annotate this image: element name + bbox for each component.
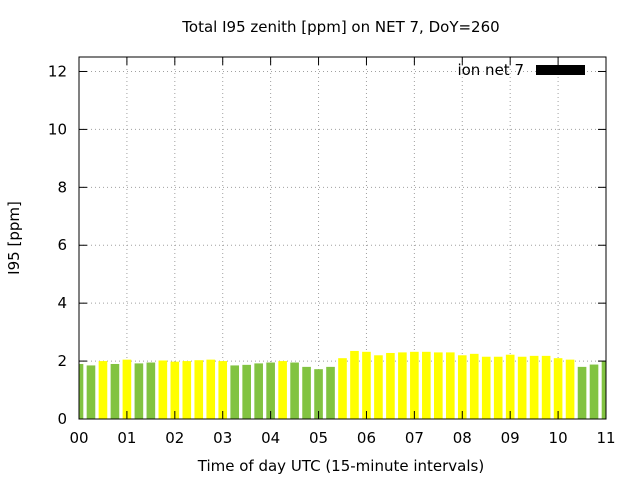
plot-frame bbox=[78, 56, 607, 420]
bar bbox=[589, 364, 599, 419]
bar bbox=[481, 356, 491, 419]
y-tick-label: 10 bbox=[48, 120, 67, 138]
bar bbox=[565, 359, 575, 419]
bar bbox=[553, 358, 563, 419]
bar bbox=[469, 353, 479, 419]
x-tick-label: 04 bbox=[261, 429, 280, 447]
y-tick-label: 2 bbox=[57, 352, 67, 370]
bar bbox=[86, 365, 96, 419]
y-tick-label: 4 bbox=[57, 294, 67, 312]
bar bbox=[158, 360, 168, 419]
bar bbox=[517, 356, 527, 419]
bar bbox=[493, 356, 503, 419]
bar bbox=[338, 358, 347, 419]
bar bbox=[362, 351, 371, 419]
x-axis-label: Time of day UTC (15-minute intervals) bbox=[197, 457, 484, 475]
bar bbox=[422, 351, 431, 419]
bar bbox=[122, 359, 132, 419]
y-tick-label: 0 bbox=[57, 410, 67, 428]
y-axis-label: I95 [ppm] bbox=[5, 201, 23, 275]
bar bbox=[302, 366, 311, 419]
x-tick-label: 07 bbox=[405, 429, 424, 447]
x-tick-label: 11 bbox=[596, 429, 615, 447]
bar bbox=[445, 352, 455, 419]
bar bbox=[79, 363, 84, 419]
bar bbox=[326, 366, 335, 419]
bar bbox=[541, 355, 551, 419]
bar bbox=[230, 365, 240, 419]
bar bbox=[577, 366, 587, 419]
bar bbox=[134, 363, 144, 419]
bar bbox=[110, 363, 120, 419]
bars bbox=[79, 350, 606, 419]
x-tick-labels: 00 01 02 03 04 05 06 07 08 09 10 11 bbox=[69, 429, 615, 447]
x-tick-label: 10 bbox=[549, 429, 568, 447]
x-tick-label: 02 bbox=[165, 429, 184, 447]
y-tick-label: 6 bbox=[57, 236, 67, 254]
bar bbox=[170, 361, 180, 419]
x-tick-label: 03 bbox=[213, 429, 232, 447]
y-tick-label: 12 bbox=[48, 62, 67, 80]
bar bbox=[278, 361, 287, 419]
bar bbox=[386, 352, 395, 419]
bar bbox=[182, 361, 192, 419]
bar bbox=[206, 359, 216, 419]
y-tick-labels: 0 2 4 6 8 10 12 bbox=[48, 62, 67, 428]
bar bbox=[398, 352, 407, 419]
axis-ticks bbox=[78, 57, 607, 420]
chart-title: Total I95 zenith [ppm] on NET 7, DoY=260 bbox=[181, 18, 499, 36]
x-tick-label: 06 bbox=[357, 429, 376, 447]
x-tick-label: 05 bbox=[309, 429, 328, 447]
legend-label: ion net 7 bbox=[457, 61, 524, 79]
bar bbox=[601, 361, 606, 419]
bar bbox=[98, 361, 108, 419]
x-tick-label: 00 bbox=[69, 429, 88, 447]
bar bbox=[290, 362, 299, 419]
bar bbox=[254, 363, 263, 419]
y-tick-label: 8 bbox=[57, 178, 67, 196]
bar bbox=[410, 351, 419, 419]
bar bbox=[194, 360, 204, 419]
bar bbox=[374, 355, 383, 419]
bar bbox=[266, 362, 275, 419]
bar bbox=[434, 352, 443, 419]
bar bbox=[457, 355, 467, 419]
bar bbox=[242, 364, 251, 419]
legend: ion net 7 bbox=[457, 61, 585, 79]
bar bbox=[529, 355, 539, 419]
bar bbox=[218, 361, 228, 419]
bar bbox=[146, 362, 156, 419]
x-tick-label: 01 bbox=[117, 429, 136, 447]
x-tick-label: 09 bbox=[501, 429, 520, 447]
bar bbox=[314, 369, 323, 419]
legend-swatch bbox=[536, 65, 585, 75]
bar bbox=[505, 354, 515, 419]
x-tick-label: 08 bbox=[453, 429, 472, 447]
bar bbox=[350, 350, 359, 419]
grid-lines bbox=[79, 57, 606, 419]
